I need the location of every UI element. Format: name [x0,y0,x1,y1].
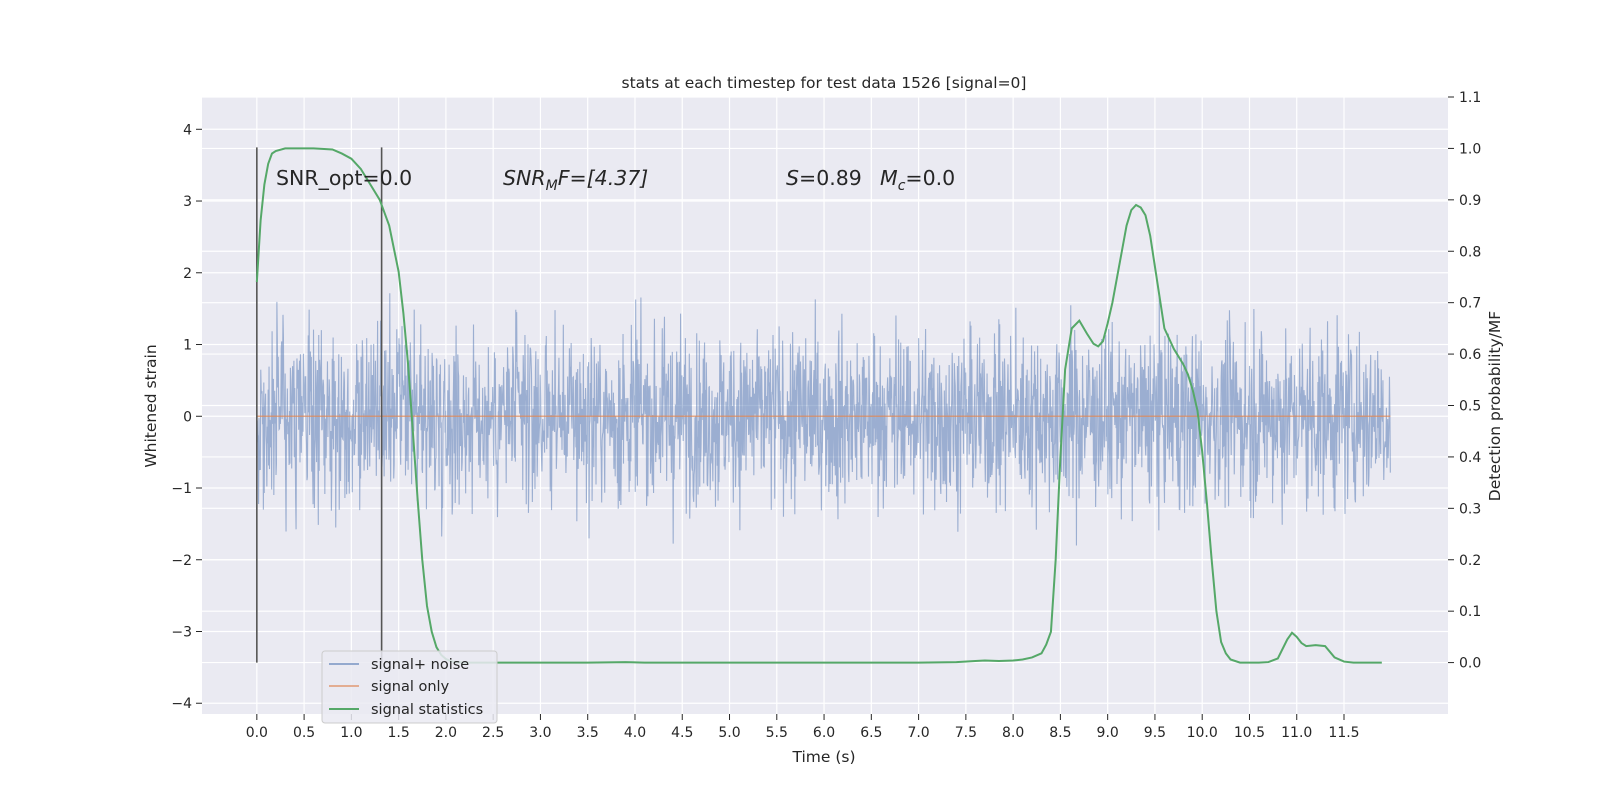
left-y-tick-label: 3 [183,194,192,210]
x-tick-label: 7.5 [955,725,977,741]
x-tick-label: 6.0 [813,725,835,741]
x-tick-label: 8.0 [1002,725,1024,741]
x-tick-label: 9.0 [1097,725,1119,741]
x-tick-label: 3.0 [529,725,551,741]
right-y-axis-label: Detection probability/MF [1486,311,1504,502]
legend-label-signal-only: signal only [371,679,450,695]
annotation-s-var: S [786,166,799,190]
x-tick-label: 2.0 [435,725,457,741]
x-tick-label: 0.0 [246,725,268,741]
x-tick-label: 4.0 [624,725,646,741]
x-tick-label: 6.5 [860,725,882,741]
x-tick-label: 5.0 [718,725,740,741]
chart-title: stats at each timestep for test data 152… [622,74,1027,92]
legend-label-statistics: signal statistics [371,702,483,718]
x-tick-label: 10.5 [1234,725,1265,741]
left-y-tick-label: −3 [171,624,192,640]
series-signal-plus-noise [256,293,1391,546]
x-tick-label: 2.5 [482,725,504,741]
right-y-tick-label: 0.9 [1459,193,1481,209]
legend-box [321,650,498,724]
left-y-tick-labels: −4 −3 −2 −1 0 1 2 3 4 [171,122,202,712]
x-tick-label: 3.5 [577,725,599,741]
series-signal-statistics [255,147,1382,664]
left-y-tick-label: −2 [171,553,192,569]
x-tick-labels: 0.0 0.5 1.0 1.5 2.0 2.5 3.0 3.5 4.0 4.5 5.0 5.5 6.0 6… [246,714,1360,741]
right-y-tick-labels: 0.0 0.1 0.2 0.3 0.4 0.5 0.6 0.7 0.8 0.9 1.0 1.1 [1448,90,1481,672]
right-y-tick-label: 0.4 [1459,450,1481,466]
x-tick-label: 11.5 [1328,725,1359,741]
x-tick-label: 0.5 [293,725,315,741]
legend-label-noise: signal+ noise [371,657,469,673]
annotation-snr-mf: SNRMF=[4.37] [503,166,648,194]
right-y-tick-label: 0.7 [1459,296,1481,312]
legend: signal+ noise signal only signal statist… [321,650,498,724]
x-tick-label: 10.0 [1187,725,1218,741]
annotation-mc-var: M [880,166,898,190]
x-tick-label: 9.5 [1144,725,1166,741]
left-y-tick-label: 1 [183,338,192,354]
right-y-tick-label: 1.1 [1459,90,1481,106]
left-y-axis-label: Whitened strain [142,344,160,467]
left-y-tick-label: 2 [183,266,192,282]
right-y-tick-label: 0.8 [1459,244,1481,260]
right-y-tick-label: 0.3 [1459,501,1481,517]
left-y-tick-label: 0 [183,409,192,425]
x-tick-label: 4.5 [671,725,693,741]
left-y-tick-label: −4 [171,696,192,712]
right-y-tick-label: 0.0 [1459,656,1481,672]
left-y-tick-label: 4 [183,122,192,138]
annotation-mc-val: =0.0 [905,166,955,190]
x-tick-label: 1.0 [340,725,362,741]
right-y-tick-label: 0.6 [1459,347,1481,363]
annotation-mc: Mc=0.0 [880,166,955,194]
annotation-s-val: =0.89 [799,166,862,190]
right-y-tick-label: 1.0 [1459,141,1481,157]
vertical-markers [256,147,383,663]
right-y-tick-label: 0.1 [1459,604,1481,620]
annotation-mc-sub: c [898,178,906,194]
left-y-tick-label: −1 [171,481,192,497]
annotation-snr-mf-sub: M [546,178,558,194]
right-y-tick-label: 0.2 [1459,553,1481,569]
x-tick-label: 7.0 [907,725,929,741]
x-axis-label: Time (s) [791,748,855,766]
x-tick-label: 1.5 [388,725,410,741]
annotation-s: S=0.89 [786,166,862,190]
annotation-snr-mf-main: SNR [503,166,546,190]
annotation-snr-mf-f: F=[4.37] [558,166,649,190]
x-tick-label: 11.0 [1281,725,1312,741]
x-tick-label: 8.5 [1049,725,1071,741]
x-tick-label: 5.5 [766,725,788,741]
annotation-snr-opt: SNR_opt=0.0 [276,166,412,191]
right-y-tick-label: 0.5 [1459,399,1481,415]
